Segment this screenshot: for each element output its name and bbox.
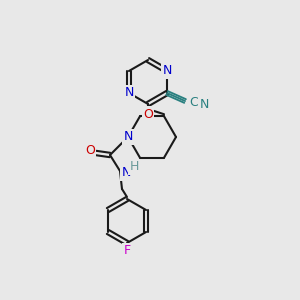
Text: N: N <box>162 64 172 77</box>
Text: O: O <box>143 107 153 121</box>
Text: O: O <box>85 145 95 158</box>
Text: N: N <box>123 130 133 143</box>
Text: N: N <box>121 167 131 179</box>
Text: F: F <box>123 244 130 257</box>
Text: N: N <box>124 86 134 100</box>
Text: H: H <box>129 160 139 173</box>
Text: C: C <box>190 97 198 110</box>
Text: N: N <box>200 98 209 112</box>
